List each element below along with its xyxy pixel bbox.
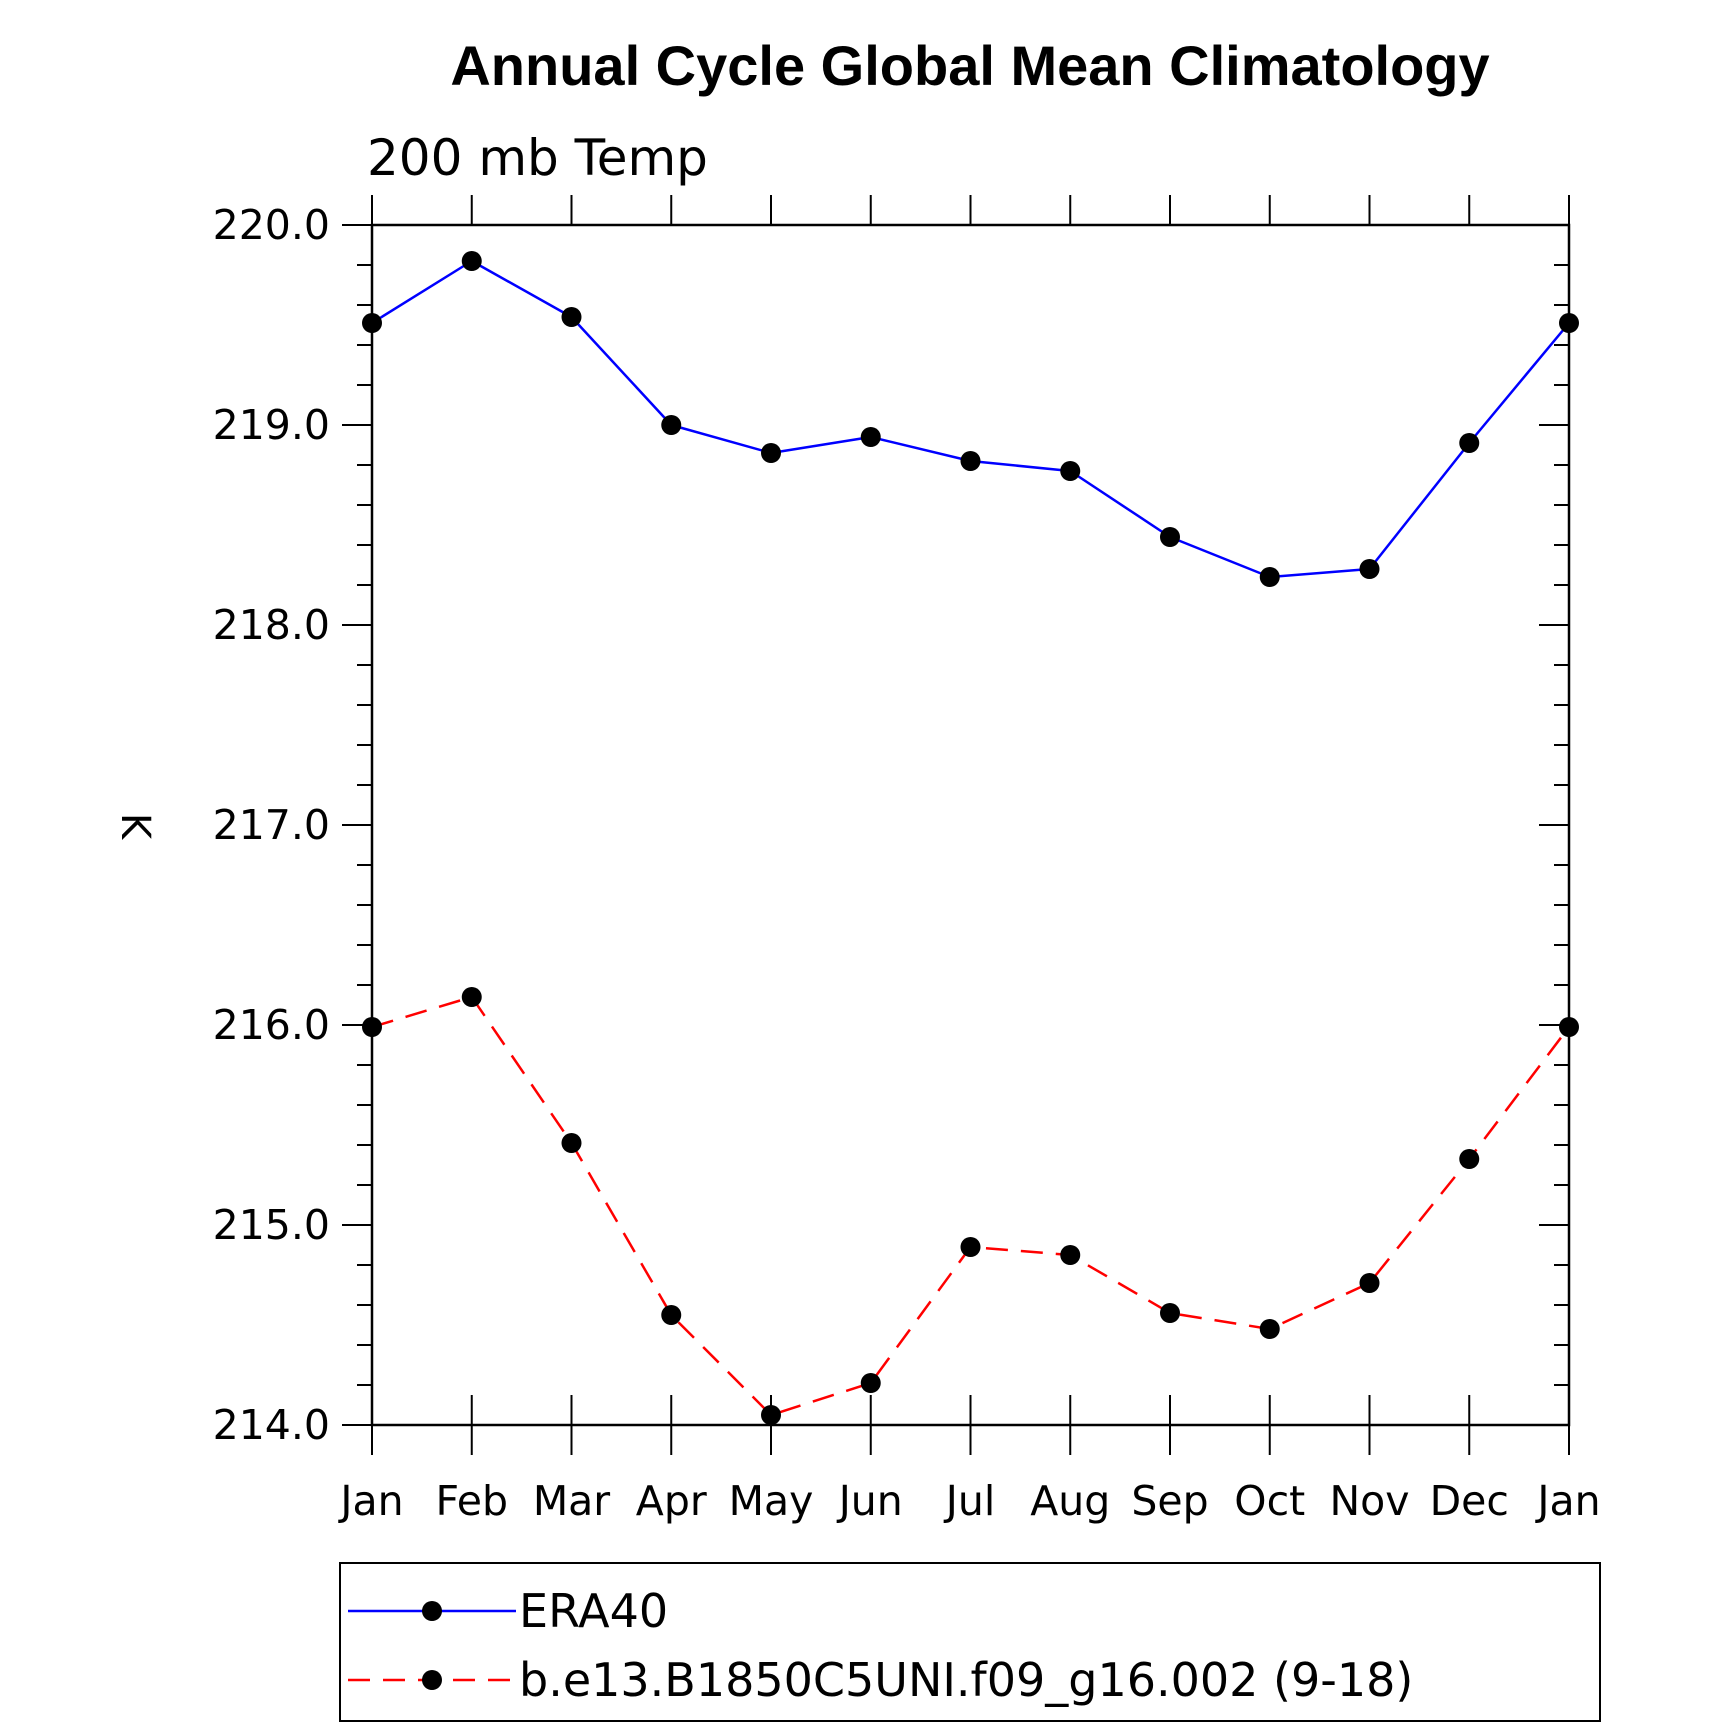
data-point-series-1 <box>1060 1245 1081 1265</box>
data-point-series-0 <box>1359 559 1380 579</box>
x-tick-label: Mar <box>533 1477 610 1525</box>
data-point-series-0 <box>1259 567 1280 587</box>
legend: ERA40 b.e13.B1850C5UNI.f09_g16.002 (9-18… <box>339 1562 1601 1722</box>
data-point-series-1 <box>1459 1149 1480 1169</box>
x-tick-label: May <box>729 1477 814 1525</box>
x-axis-ticks: Jan Feb Mar Apr May Jun Jul Aug Sep Oct Nov Dec Jan <box>337 195 1601 1525</box>
data-point-series-0 <box>1060 461 1081 481</box>
legend-box <box>339 1562 1601 1722</box>
series-line-0 <box>371 259 1570 579</box>
x-tick-label: Dec <box>1430 1477 1509 1525</box>
data-point-series-1 <box>1259 1319 1280 1339</box>
y-tick-label: 219.0 <box>213 401 330 449</box>
x-tick-label: Oct <box>1234 1477 1305 1525</box>
legend-marker-era40 <box>422 1601 442 1621</box>
y-axis-ticks: 214.0 215.0 216.0 217.0 218.0 219.0 220.0 <box>213 201 1569 1449</box>
x-tick-label: Feb <box>435 1477 508 1525</box>
data-point-series-0 <box>461 251 482 271</box>
y-tick-label: 220.0 <box>213 201 330 249</box>
data-point-series-1 <box>461 987 482 1007</box>
x-tick-label: Jan <box>1534 1477 1600 1525</box>
y-tick-label: 218.0 <box>213 601 330 649</box>
data-point-series-1 <box>960 1237 981 1257</box>
chart-title: Annual Cycle Global Mean Climatology <box>450 34 1489 97</box>
data-point-series-0 <box>1160 527 1180 547</box>
data-point-series-0 <box>860 427 881 447</box>
legend-marker-model <box>422 1670 442 1690</box>
y-tick-label: 214.0 <box>213 1401 330 1449</box>
data-point-series-0 <box>761 443 781 463</box>
series-layer <box>362 251 1579 1425</box>
x-tick-label: Apr <box>636 1477 707 1525</box>
data-point-series-0 <box>960 451 981 471</box>
chart-subtitle: 200 mb Temp <box>367 129 708 187</box>
data-point-series-1 <box>561 1133 582 1153</box>
y-axis-label: K <box>112 813 158 841</box>
data-point-series-0 <box>661 415 682 435</box>
data-point-series-0 <box>1459 433 1480 453</box>
y-tick-label: 215.0 <box>213 1201 330 1249</box>
data-point-series-1 <box>860 1373 881 1393</box>
data-point-series-1 <box>1160 1303 1180 1323</box>
x-tick-label: Jan <box>337 1477 403 1525</box>
series-line-1 <box>371 995 1570 1417</box>
data-point-series-1 <box>661 1305 682 1325</box>
data-point-series-1 <box>761 1405 781 1425</box>
y-tick-label: 216.0 <box>213 1001 330 1049</box>
x-tick-label: Jul <box>943 1477 995 1525</box>
x-tick-label: Aug <box>1030 1477 1110 1525</box>
plot-frame <box>370 223 1571 1427</box>
y-tick-label: 217.0 <box>213 801 330 849</box>
x-tick-label: Sep <box>1131 1477 1208 1525</box>
data-point-series-1 <box>1359 1273 1380 1293</box>
legend-label-era40: ERA40 <box>519 1584 668 1638</box>
data-point-series-0 <box>561 307 582 327</box>
x-tick-label: Jun <box>836 1477 903 1525</box>
x-tick-label: Nov <box>1329 1477 1409 1525</box>
legend-label-model: b.e13.B1850C5UNI.f09_g16.002 (9-18) <box>519 1653 1413 1707</box>
